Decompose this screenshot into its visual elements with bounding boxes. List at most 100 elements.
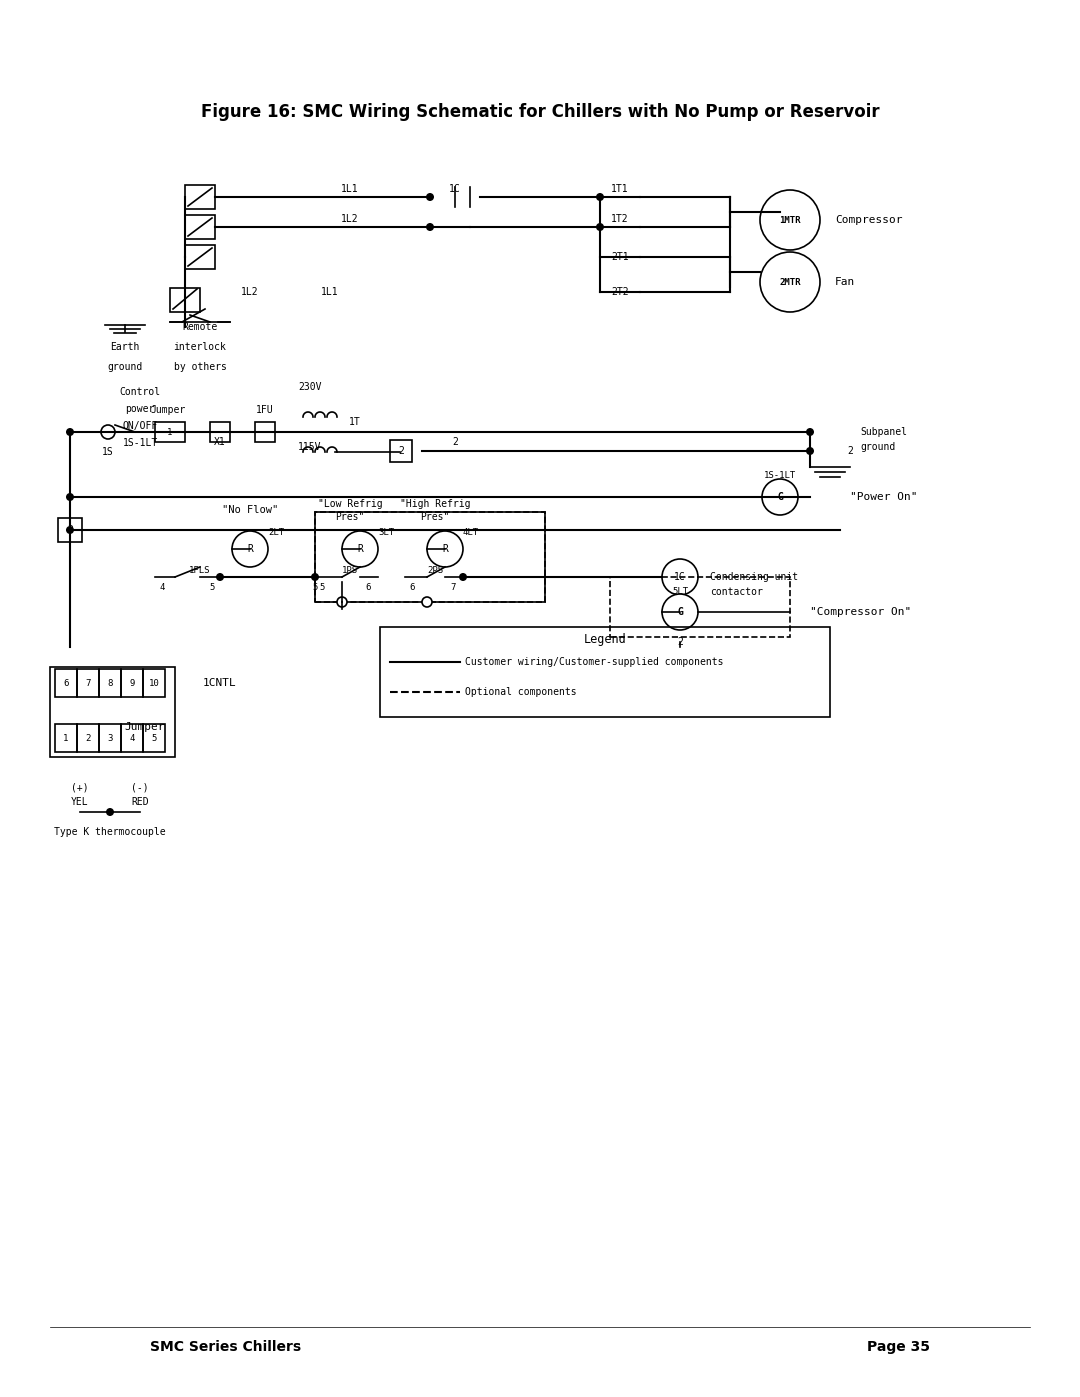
Text: 4LT: 4LT: [463, 528, 480, 536]
Text: 1L1: 1L1: [341, 184, 359, 194]
Text: Figure 16: SMC Wiring Schematic for Chillers with No Pump or Reservoir: Figure 16: SMC Wiring Schematic for Chil…: [201, 103, 879, 122]
Text: 4: 4: [130, 733, 135, 742]
Circle shape: [427, 531, 463, 567]
Text: 3: 3: [107, 733, 112, 742]
Text: 2: 2: [677, 637, 683, 647]
Text: 6: 6: [64, 679, 69, 687]
Text: "Compressor On": "Compressor On": [810, 608, 912, 617]
Text: 1PS: 1PS: [342, 566, 359, 574]
Circle shape: [596, 224, 604, 231]
Text: 4: 4: [160, 583, 164, 591]
Text: SMC Series Chillers: SMC Series Chillers: [150, 1340, 301, 1354]
Text: 1T2: 1T2: [611, 214, 629, 224]
Bar: [156, 422, 185, 441]
Text: 5: 5: [151, 733, 157, 742]
Circle shape: [102, 425, 114, 439]
Text: 230V: 230V: [298, 381, 322, 393]
Text: 6: 6: [409, 583, 415, 591]
Text: 5: 5: [320, 583, 325, 591]
Text: Compressor: Compressor: [835, 215, 903, 225]
Text: "High Refrig: "High Refrig: [400, 499, 470, 509]
Text: 1: 1: [64, 733, 69, 742]
Bar: [99, 724, 121, 752]
Circle shape: [662, 594, 698, 630]
Circle shape: [596, 193, 604, 201]
Text: 1: 1: [167, 427, 173, 436]
Bar: [390, 440, 411, 462]
Text: 1S: 1S: [103, 447, 113, 457]
Text: "Power On": "Power On": [850, 492, 918, 502]
Bar: [55, 724, 77, 752]
Text: 2T1: 2T1: [611, 251, 629, 263]
Text: Pres": Pres": [420, 511, 449, 522]
Text: 7: 7: [450, 583, 456, 591]
Bar: [185, 184, 215, 210]
Circle shape: [662, 559, 698, 595]
Bar: [143, 724, 165, 752]
Text: 5: 5: [210, 583, 215, 591]
Bar: [185, 215, 215, 239]
Text: Legend: Legend: [583, 633, 626, 645]
Text: power: power: [125, 404, 154, 414]
Bar: [255, 422, 275, 441]
Text: 5LT: 5LT: [672, 587, 688, 595]
Text: 1S-1LT: 1S-1LT: [764, 471, 796, 479]
Text: 1L2: 1L2: [341, 214, 359, 224]
Text: 1L2: 1L2: [241, 286, 259, 298]
Text: Control: Control: [120, 387, 161, 397]
Text: G: G: [778, 492, 783, 502]
Bar: [77, 669, 99, 697]
Text: 2: 2: [85, 733, 91, 742]
Text: Optional components: Optional components: [465, 687, 577, 697]
Circle shape: [232, 531, 268, 567]
Text: Page 35: Page 35: [867, 1340, 930, 1354]
Text: G: G: [677, 608, 683, 617]
Text: 2MTR: 2MTR: [780, 278, 800, 286]
Text: 1MTR: 1MTR: [780, 215, 800, 225]
Text: Type K thermocouple: Type K thermocouple: [54, 827, 166, 837]
Text: Jumper: Jumper: [125, 722, 165, 732]
Circle shape: [106, 807, 114, 816]
Bar: [210, 422, 230, 441]
Circle shape: [342, 531, 378, 567]
Text: 2LT: 2LT: [268, 528, 284, 536]
Circle shape: [760, 251, 820, 312]
Bar: [50, 666, 175, 757]
Text: RED: RED: [131, 798, 149, 807]
Circle shape: [806, 447, 814, 455]
Bar: [610, 577, 789, 637]
Text: 1FU: 1FU: [256, 405, 274, 415]
Circle shape: [426, 224, 434, 231]
Circle shape: [216, 573, 224, 581]
Text: contactor: contactor: [710, 587, 762, 597]
Text: R: R: [247, 543, 253, 555]
Circle shape: [311, 573, 319, 581]
Bar: [77, 724, 99, 752]
Circle shape: [426, 193, 434, 201]
Text: 3: 3: [67, 525, 73, 535]
Bar: [58, 518, 82, 542]
Circle shape: [66, 527, 75, 534]
Text: interlock: interlock: [174, 342, 227, 352]
Text: ON/OFF: ON/OFF: [122, 420, 158, 432]
Text: YEL: YEL: [71, 798, 89, 807]
Circle shape: [422, 597, 432, 608]
Circle shape: [66, 427, 75, 436]
Text: Pres": Pres": [335, 511, 365, 522]
Text: Remote: Remote: [183, 321, 218, 332]
Text: R: R: [442, 543, 448, 555]
Text: 1C: 1C: [449, 184, 461, 194]
Text: 3LT: 3LT: [378, 528, 394, 536]
Text: 1L1: 1L1: [321, 286, 339, 298]
Text: 115V: 115V: [298, 441, 322, 453]
Text: Subpanel: Subpanel: [860, 427, 907, 437]
Text: 2: 2: [453, 437, 458, 447]
Text: 2PS: 2PS: [427, 566, 443, 574]
Text: 9: 9: [130, 679, 135, 687]
Bar: [170, 288, 200, 312]
Text: 1C: 1C: [674, 571, 686, 583]
Text: 1S-1LT: 1S-1LT: [122, 439, 158, 448]
Text: (+): (+): [71, 782, 89, 792]
Bar: [55, 669, 77, 697]
Circle shape: [760, 190, 820, 250]
